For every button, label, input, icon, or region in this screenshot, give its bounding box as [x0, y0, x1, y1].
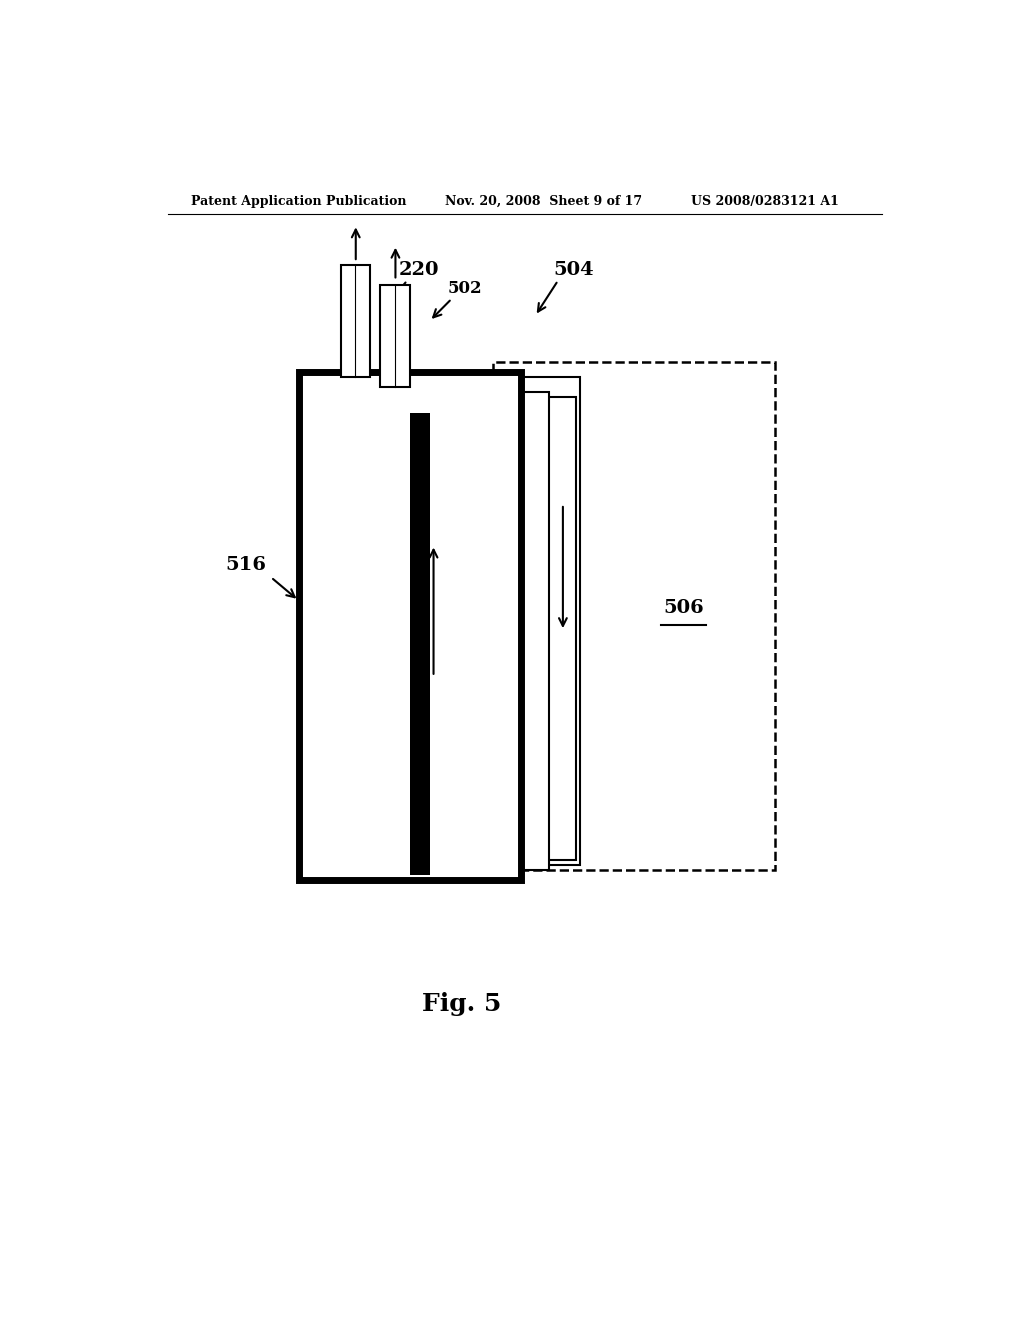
- Bar: [492, 378, 581, 865]
- Text: 506: 506: [664, 599, 703, 616]
- Text: 220: 220: [399, 261, 439, 280]
- Text: 502: 502: [447, 280, 482, 297]
- Text: Patent Application Publication: Patent Application Publication: [191, 194, 407, 207]
- Text: Fig. 5: Fig. 5: [422, 993, 501, 1016]
- Bar: [354, 392, 549, 870]
- Bar: [390, 397, 577, 859]
- Bar: [341, 265, 370, 378]
- Bar: [494, 362, 775, 870]
- Bar: [299, 372, 521, 880]
- Text: US 2008/0283121 A1: US 2008/0283121 A1: [691, 194, 840, 207]
- Text: 516: 516: [225, 556, 266, 574]
- Bar: [410, 413, 430, 875]
- Text: Nov. 20, 2008  Sheet 9 of 17: Nov. 20, 2008 Sheet 9 of 17: [445, 194, 643, 207]
- Text: 504: 504: [554, 261, 594, 280]
- Bar: [380, 285, 410, 387]
